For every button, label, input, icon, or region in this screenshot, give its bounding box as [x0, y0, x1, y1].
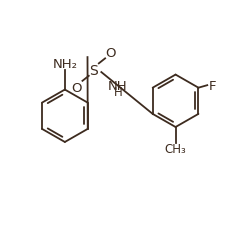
Text: S: S — [89, 63, 98, 77]
Text: F: F — [208, 79, 215, 92]
Text: O: O — [71, 81, 82, 94]
Text: H: H — [113, 86, 122, 98]
Text: NH₂: NH₂ — [52, 58, 77, 70]
Text: NH: NH — [107, 79, 127, 92]
Text: CH₃: CH₃ — [164, 143, 186, 156]
Text: O: O — [105, 46, 115, 60]
